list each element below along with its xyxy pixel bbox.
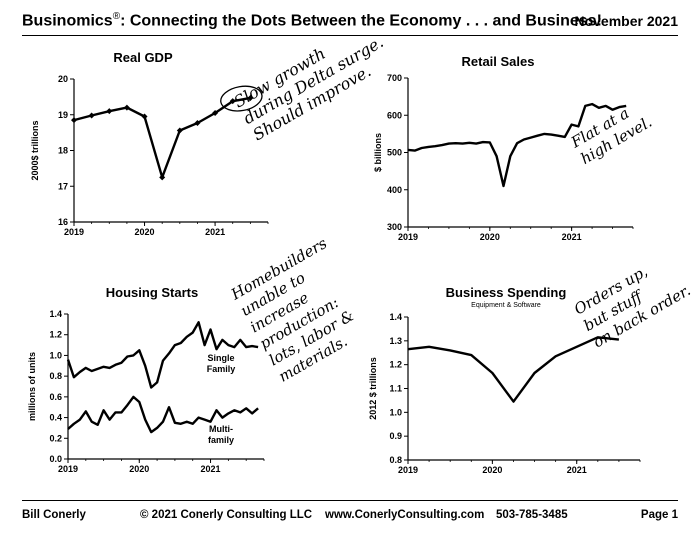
data-point <box>176 127 183 134</box>
y-axis-label: millions of units <box>27 352 37 421</box>
x-tick-label: 2021 <box>205 227 225 237</box>
y-tick-label: 20 <box>58 74 68 84</box>
y-tick-label: 1.0 <box>389 407 402 417</box>
y-tick-label: 1.0 <box>49 350 62 360</box>
data-point <box>212 109 219 116</box>
footer-page: Page 1 <box>640 509 678 521</box>
data-point <box>71 117 77 124</box>
y-tick-label: 0.8 <box>49 371 62 381</box>
y-tick-label: 0.8 <box>389 455 402 465</box>
y-tick-label: 1.4 <box>49 309 62 319</box>
y-tick-label: 0.4 <box>49 413 62 423</box>
registered-mark: ® <box>112 11 121 22</box>
chart-title: Business Spending <box>446 285 567 300</box>
page-header: Businomics®: Connecting the Dots Between… <box>0 0 700 40</box>
newsletter-title: Businomics®: Connecting the Dots Between… <box>22 11 602 30</box>
y-tick-label: 17 <box>58 181 68 191</box>
chart-subtitle: Equipment & Software <box>471 302 541 309</box>
series-line <box>67 395 259 434</box>
x-tick-label: 2020 <box>480 232 500 242</box>
series-label: family <box>208 435 234 445</box>
y-axis-label: 2012 $ trillions <box>368 357 378 420</box>
series-line <box>73 96 251 179</box>
data-point <box>159 174 166 181</box>
y-tick-label: 19 <box>58 110 68 120</box>
data-point <box>141 113 148 120</box>
y-tick-label: 0.0 <box>49 454 62 464</box>
y-tick-label: 1.3 <box>389 336 402 346</box>
header-rule <box>22 35 678 36</box>
x-tick-label: 2020 <box>129 464 149 474</box>
x-tick-label: 2019 <box>58 464 78 474</box>
y-tick-label: 0.6 <box>49 392 62 402</box>
data-point <box>194 119 201 126</box>
x-tick-label: 2021 <box>562 232 582 242</box>
y-tick-label: 0.9 <box>389 431 402 441</box>
data-point <box>229 98 236 105</box>
series-label: Family <box>207 364 236 374</box>
annotation-circle <box>220 85 263 112</box>
series-label: Single <box>207 353 234 363</box>
footer-phone: 503-785-3485 <box>496 509 568 521</box>
y-tick-label: 16 <box>58 217 68 227</box>
data-point <box>106 108 113 115</box>
x-tick-label: 2019 <box>64 227 84 237</box>
chart-housing: Housing Starts 0.0 0.2 0.4 0.6 0.8 1.0 1.2 1.4 20… <box>27 234 357 474</box>
chart-retail: Retail Sales 300 400 500 600 700 2019 2020 2021 $… <box>373 54 655 242</box>
y-tick-label: 18 <box>58 146 68 156</box>
chart-title: Housing Starts <box>106 285 198 300</box>
chart-business: Business Spending Equipment & Software 0.8… <box>368 262 694 475</box>
series-label: Multi- <box>209 424 233 434</box>
series-line <box>66 321 259 389</box>
data-point <box>88 112 95 119</box>
y-tick-label: 400 <box>387 185 402 195</box>
x-tick-label: 2019 <box>398 232 418 242</box>
footer-rule <box>22 500 678 501</box>
data-point <box>247 94 254 101</box>
y-tick-label: 300 <box>387 222 402 232</box>
footer-copyright: © 2021 Conerly Consulting LLC <box>140 509 313 521</box>
y-tick-label: 1.4 <box>389 312 402 322</box>
title-brand: Businomics <box>22 12 113 30</box>
y-tick-label: 700 <box>387 73 402 83</box>
y-tick-label: 600 <box>387 110 402 120</box>
chart-title: Retail Sales <box>462 54 535 69</box>
footer-website: www.ConerlyConsulting.com <box>325 509 485 521</box>
x-tick-label: 2021 <box>567 465 587 475</box>
x-tick-label: 2020 <box>482 465 502 475</box>
y-tick-label: 1.1 <box>389 384 402 394</box>
title-tagline: : Connecting the Dots Between the Econom… <box>120 12 602 30</box>
series-line <box>407 102 627 188</box>
y-axis-label: 2000$ trillions <box>30 120 40 180</box>
x-tick-label: 2019 <box>398 465 418 475</box>
chart-gdp: Real GDP 16 17 18 19 20 2019 2020 2021 2000$ tril… <box>30 32 387 237</box>
y-tick-label: 1.2 <box>49 330 62 340</box>
footer-author: Bill Conerly <box>22 509 86 521</box>
x-tick-label: 2020 <box>135 227 155 237</box>
y-tick-label: 0.2 <box>49 433 62 443</box>
y-tick-label: 500 <box>387 148 402 158</box>
data-point <box>123 104 130 111</box>
page-footer: Bill Conerly © 2021 Conerly Consulting L… <box>0 500 700 541</box>
chart-title: Real GDP <box>113 50 173 65</box>
y-axis-label: $ billions <box>373 133 383 172</box>
series-line <box>407 336 620 403</box>
y-tick-label: 1.2 <box>389 360 402 370</box>
x-tick-label: 2021 <box>201 464 221 474</box>
issue-date: November 2021 <box>574 13 678 29</box>
